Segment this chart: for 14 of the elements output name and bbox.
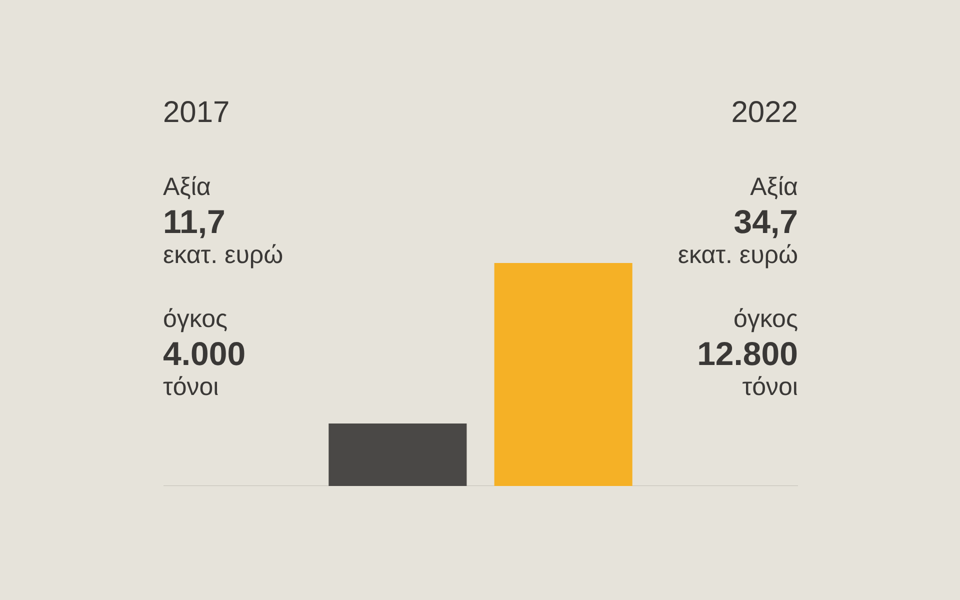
x-tick-label: 2022 xyxy=(731,96,798,129)
annotation: εκατ. ευρώ xyxy=(163,241,284,269)
text: 34,7 xyxy=(734,203,798,240)
annotation: όγκος xyxy=(733,305,798,333)
annotation: 12.800 xyxy=(697,335,798,372)
text: 11,7 xyxy=(163,203,226,240)
annotation: τόνοι xyxy=(163,373,219,401)
text: Αξία xyxy=(750,173,798,201)
annotation: τόνοι xyxy=(742,373,798,401)
text: Αξία xyxy=(163,173,211,201)
x-tick-label: 2017 xyxy=(163,96,230,129)
annotation: 4.000 xyxy=(163,335,246,372)
annotation: όγκος xyxy=(163,305,228,333)
annotation: εκατ. ευρώ xyxy=(678,241,798,269)
